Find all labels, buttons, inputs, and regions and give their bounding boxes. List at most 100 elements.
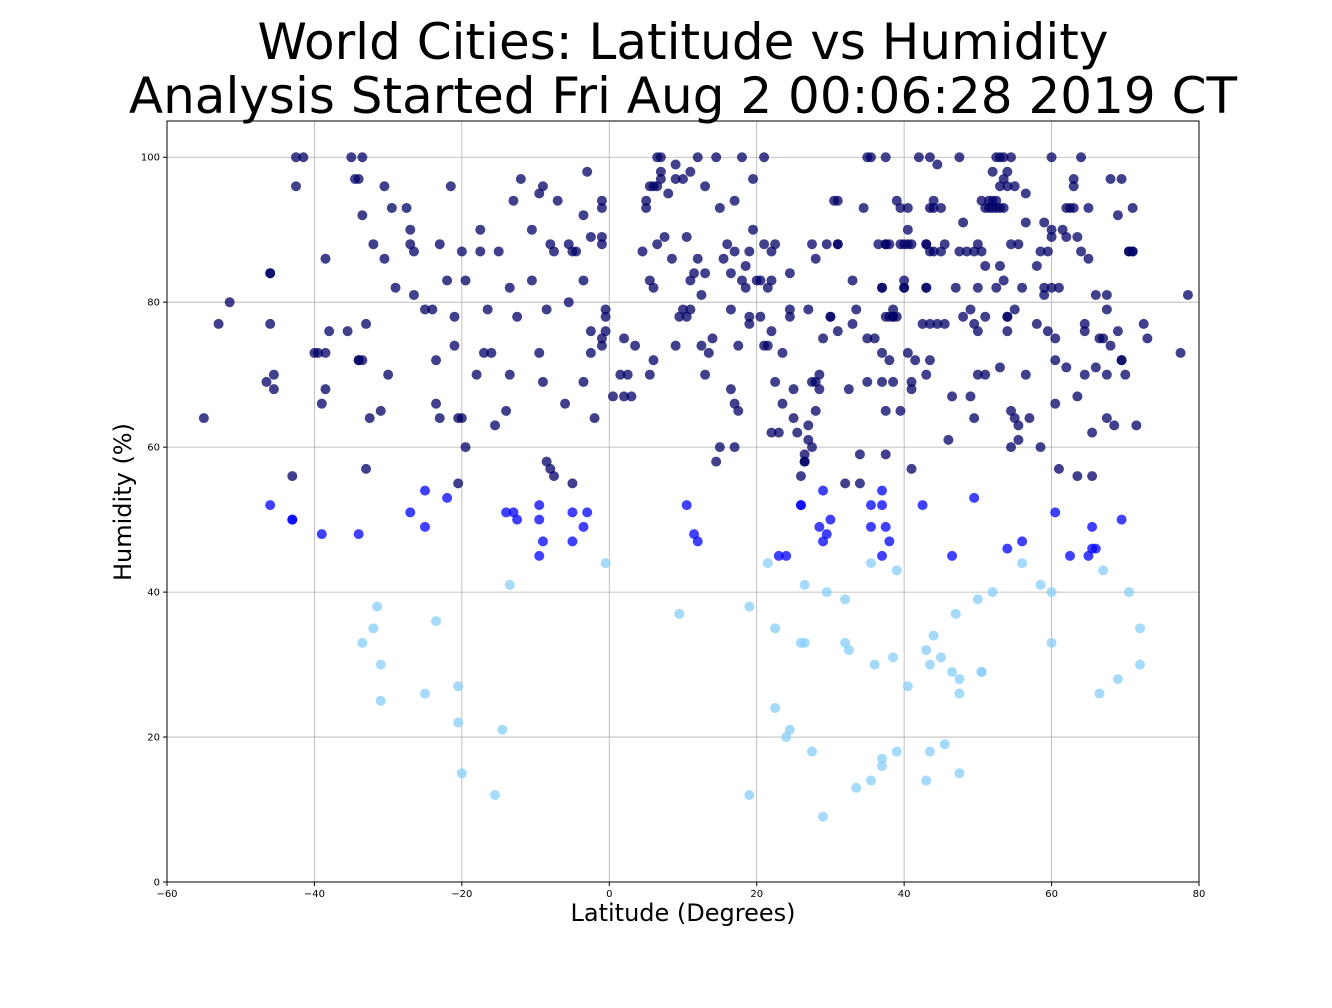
scatter-point: [1031, 260, 1042, 271]
scatter-point: [648, 355, 659, 366]
scatter-point: [1035, 246, 1046, 257]
scatter-point: [1072, 391, 1083, 402]
scatter-point: [578, 521, 589, 532]
scatter-point: [961, 246, 972, 257]
x-tick-label: 80: [1193, 889, 1206, 900]
scatter-point: [854, 449, 865, 460]
scatter-point: [361, 318, 372, 329]
scatter-point: [888, 652, 899, 663]
scatter-point: [434, 239, 445, 250]
scatter-point: [895, 405, 906, 416]
scatter-point: [641, 202, 652, 213]
scatter-point: [596, 202, 607, 213]
scatter-point: [456, 768, 467, 779]
scatter-point: [722, 239, 733, 250]
scatter-point: [1112, 674, 1123, 685]
scatter-point: [821, 529, 832, 540]
scatter-point: [596, 239, 607, 250]
scatter-point: [810, 405, 821, 416]
scatter-point: [928, 246, 939, 257]
scatter-point: [770, 376, 781, 387]
scatter-point: [681, 500, 692, 511]
scatter-point: [1116, 173, 1127, 184]
scatter-point: [807, 239, 817, 250]
scatter-point: [1109, 420, 1120, 431]
scatter-point: [755, 275, 766, 286]
scatter-point: [899, 275, 910, 286]
scatter-point: [320, 347, 331, 358]
scatter-point: [1175, 347, 1186, 358]
scatter-point: [368, 239, 379, 250]
scatter-point: [711, 152, 722, 163]
scatter-point: [873, 239, 884, 250]
scatter-point: [431, 616, 442, 627]
scatter-point: [475, 224, 486, 235]
scatter-point: [965, 304, 976, 315]
scatter-point: [357, 355, 368, 366]
x-tick-label: −20: [451, 889, 472, 900]
scatter-point: [729, 442, 740, 453]
scatter-point: [622, 369, 633, 380]
scatter-point: [681, 231, 692, 242]
scatter-point: [405, 224, 416, 235]
scatter-point: [958, 311, 969, 322]
scatter-point: [865, 152, 876, 163]
scatter-point: [1079, 318, 1090, 329]
scatter-point: [744, 246, 755, 257]
scatter-point: [1068, 173, 1079, 184]
scatter-point: [818, 485, 829, 496]
scatter-point: [1101, 369, 1112, 380]
scatter-point: [869, 659, 880, 670]
scatter-point: [725, 384, 736, 395]
scatter-point: [744, 601, 755, 612]
scatter-point: [567, 507, 578, 518]
scatter-point: [770, 703, 781, 714]
scatter-point: [784, 724, 795, 735]
scatter-point: [998, 275, 1009, 286]
scatter-point: [792, 427, 803, 438]
scatter-point: [910, 355, 921, 366]
scatter-point: [1046, 587, 1057, 598]
scatter-point: [641, 195, 652, 206]
scatter-point: [1079, 369, 1090, 380]
scatter-point: [482, 304, 493, 315]
scatter-point: [268, 369, 279, 380]
scatter-point: [784, 304, 795, 315]
scatter-point: [980, 311, 991, 322]
scatter-point: [493, 246, 504, 257]
scatter-point: [700, 268, 711, 279]
scatter-point: [420, 521, 430, 532]
scatter-point: [877, 761, 888, 772]
scatter-point: [567, 536, 578, 547]
scatter-point: [939, 239, 950, 250]
y-tick-label: 20: [147, 733, 160, 744]
scatter-point: [1017, 558, 1028, 569]
scatter-point: [1076, 246, 1087, 257]
scatter-point: [1046, 282, 1057, 293]
scatter-point: [865, 558, 876, 569]
scatter-point: [987, 166, 998, 177]
y-axis-label: Humidity (%): [109, 423, 137, 581]
scatter-point: [291, 152, 301, 163]
scatter-point: [582, 507, 593, 518]
scatter-point: [972, 282, 983, 293]
scatter-point: [390, 282, 401, 293]
scatter-point: [541, 304, 552, 315]
scatter-point: [877, 282, 888, 293]
scatter-point: [596, 340, 607, 351]
scatter-point: [784, 311, 795, 322]
scatter-point: [932, 159, 943, 170]
scatter-point: [947, 550, 958, 561]
scatter-point: [689, 268, 700, 279]
scatter-point: [1135, 623, 1146, 634]
scatter-point: [795, 500, 806, 511]
scatter-point: [803, 304, 814, 315]
scatter-point: [814, 384, 825, 395]
x-tick-label: 40: [898, 889, 911, 900]
scatter-point: [858, 202, 869, 213]
scatter-point: [725, 304, 736, 315]
scatter-point: [431, 398, 442, 409]
scatter-point: [453, 717, 464, 728]
scatter-point: [600, 311, 611, 322]
scatter-point: [1002, 166, 1013, 177]
